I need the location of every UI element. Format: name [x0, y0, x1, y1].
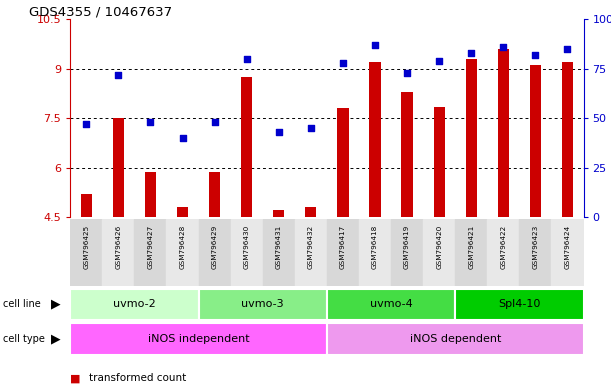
Text: GSM796423: GSM796423 — [532, 224, 538, 268]
Bar — [488, 219, 519, 286]
Point — [242, 56, 252, 62]
Text: GSM796431: GSM796431 — [276, 224, 282, 268]
Text: cell line: cell line — [3, 299, 41, 310]
Text: GSM796424: GSM796424 — [565, 224, 571, 268]
Bar — [370, 62, 381, 217]
Bar — [231, 219, 263, 286]
Text: GDS4355 / 10467637: GDS4355 / 10467637 — [29, 5, 172, 18]
Bar — [166, 219, 199, 286]
Point — [338, 60, 348, 66]
Point — [402, 70, 412, 76]
Text: GSM796417: GSM796417 — [340, 224, 346, 268]
Point — [114, 71, 123, 78]
Text: GSM796422: GSM796422 — [500, 224, 507, 268]
Bar — [241, 77, 252, 217]
Bar — [306, 207, 316, 217]
Text: iNOS dependent: iNOS dependent — [409, 334, 501, 344]
Bar — [530, 65, 541, 217]
Text: uvmo-4: uvmo-4 — [370, 299, 412, 310]
Point — [274, 129, 284, 135]
Bar — [103, 219, 134, 286]
Bar — [263, 219, 295, 286]
Text: GSM796421: GSM796421 — [468, 224, 474, 268]
Bar — [455, 219, 488, 286]
Text: GSM796427: GSM796427 — [147, 224, 153, 268]
Bar — [199, 219, 231, 286]
Point — [210, 119, 219, 125]
Text: GSM796426: GSM796426 — [115, 224, 122, 268]
Text: iNOS independent: iNOS independent — [148, 334, 249, 344]
Point — [530, 52, 540, 58]
Bar — [498, 49, 509, 217]
Text: cell type: cell type — [3, 334, 45, 344]
Text: GSM796432: GSM796432 — [308, 224, 314, 268]
Bar — [562, 62, 573, 217]
Text: GSM796428: GSM796428 — [180, 224, 186, 268]
Bar — [359, 219, 391, 286]
Point — [466, 50, 476, 56]
Bar — [391, 219, 423, 286]
Point — [178, 135, 188, 141]
Text: GSM796425: GSM796425 — [83, 224, 89, 268]
Point — [306, 125, 316, 131]
Point — [145, 119, 155, 125]
Text: uvmo-3: uvmo-3 — [241, 299, 284, 310]
Bar — [423, 219, 455, 286]
Bar — [401, 92, 412, 217]
Bar — [327, 289, 455, 320]
Text: Spl4-10: Spl4-10 — [498, 299, 541, 310]
Text: ▶: ▶ — [51, 298, 61, 311]
Bar — [134, 219, 166, 286]
Bar — [519, 219, 552, 286]
Bar — [145, 172, 156, 217]
Text: uvmo-2: uvmo-2 — [113, 299, 156, 310]
Point — [370, 42, 380, 48]
Text: GSM796419: GSM796419 — [404, 224, 410, 268]
Bar — [434, 106, 445, 217]
Text: GSM796420: GSM796420 — [436, 224, 442, 268]
Text: GSM796430: GSM796430 — [244, 224, 250, 268]
Point — [499, 44, 508, 50]
Bar — [113, 118, 124, 217]
Point — [81, 121, 91, 127]
Text: ■: ■ — [70, 373, 81, 383]
Text: transformed count: transformed count — [89, 373, 186, 383]
Bar — [337, 108, 348, 217]
Bar — [199, 289, 327, 320]
Bar — [273, 210, 284, 217]
Bar — [466, 59, 477, 217]
Text: GSM796429: GSM796429 — [211, 224, 218, 268]
Bar — [70, 289, 199, 320]
Text: ▶: ▶ — [51, 333, 61, 345]
Bar — [327, 323, 584, 354]
Bar — [177, 207, 188, 217]
Bar — [70, 219, 103, 286]
Bar — [81, 194, 92, 217]
Bar — [552, 219, 584, 286]
Bar — [70, 323, 327, 354]
Point — [563, 46, 573, 52]
Bar — [455, 289, 584, 320]
Bar — [209, 172, 220, 217]
Text: GSM796418: GSM796418 — [372, 224, 378, 268]
Bar — [327, 219, 359, 286]
Bar — [295, 219, 327, 286]
Point — [434, 58, 444, 64]
